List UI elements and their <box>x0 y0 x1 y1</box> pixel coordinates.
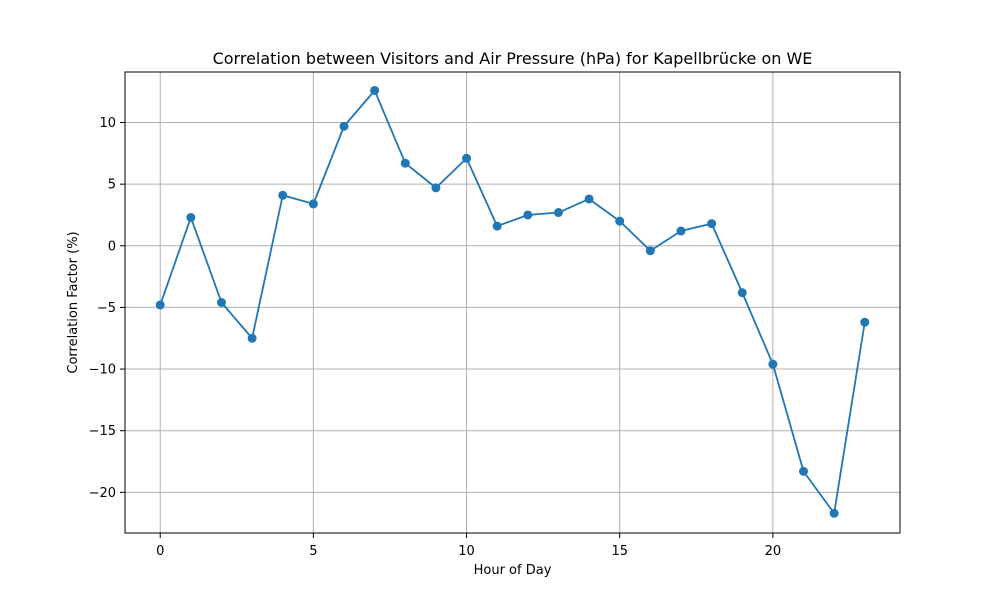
data-point <box>247 333 257 343</box>
series-line <box>159 89 866 515</box>
data-point <box>523 210 533 220</box>
data-point <box>860 317 870 327</box>
data-point <box>155 300 165 310</box>
data-series <box>155 85 870 518</box>
data-point <box>308 199 318 209</box>
x-tick-label: 5 <box>309 544 317 559</box>
data-point <box>216 298 226 307</box>
data-point <box>768 359 778 369</box>
x-tick-label: 0 <box>156 544 164 559</box>
data-point <box>615 216 625 226</box>
y-tick-label: 0 <box>108 239 116 254</box>
chart-title: Correlation between Visitors and Air Pre… <box>213 49 813 68</box>
y-tick-label: 10 <box>99 116 116 131</box>
y-axis-label: Correlation Factor (%) <box>66 231 81 373</box>
data-point <box>431 183 441 193</box>
data-point <box>462 153 472 163</box>
y-tick-label: 5 <box>108 178 116 193</box>
data-point <box>829 508 839 518</box>
data-point <box>370 85 380 95</box>
data-point <box>278 190 288 200</box>
x-tick-label: 15 <box>611 544 628 559</box>
x-axis-label: Hour of Day <box>474 563 552 578</box>
y-tick-label: −10 <box>89 363 116 378</box>
chart-text: Correlation between Visitors and Air Pre… <box>66 49 812 578</box>
data-point <box>799 466 809 476</box>
y-tick-label: −5 <box>97 301 116 316</box>
grid-lines <box>125 72 900 533</box>
y-tick-label: −20 <box>89 486 116 501</box>
data-point <box>676 226 686 236</box>
x-tick-label: 20 <box>765 544 782 559</box>
data-point <box>645 246 655 256</box>
axes: 0 5 10 15 20 −20 −15 −10 −5 0 5 10 <box>89 71 901 559</box>
x-tick-label: 10 <box>458 544 475 559</box>
y-tick-label: −15 <box>89 424 116 439</box>
data-point <box>339 121 349 131</box>
data-point <box>186 212 196 222</box>
data-point <box>553 208 563 218</box>
data-point <box>492 221 502 231</box>
data-point <box>707 219 717 229</box>
data-point <box>737 288 747 298</box>
data-point <box>584 194 594 204</box>
plot-frame <box>124 71 901 534</box>
data-point <box>400 158 410 168</box>
